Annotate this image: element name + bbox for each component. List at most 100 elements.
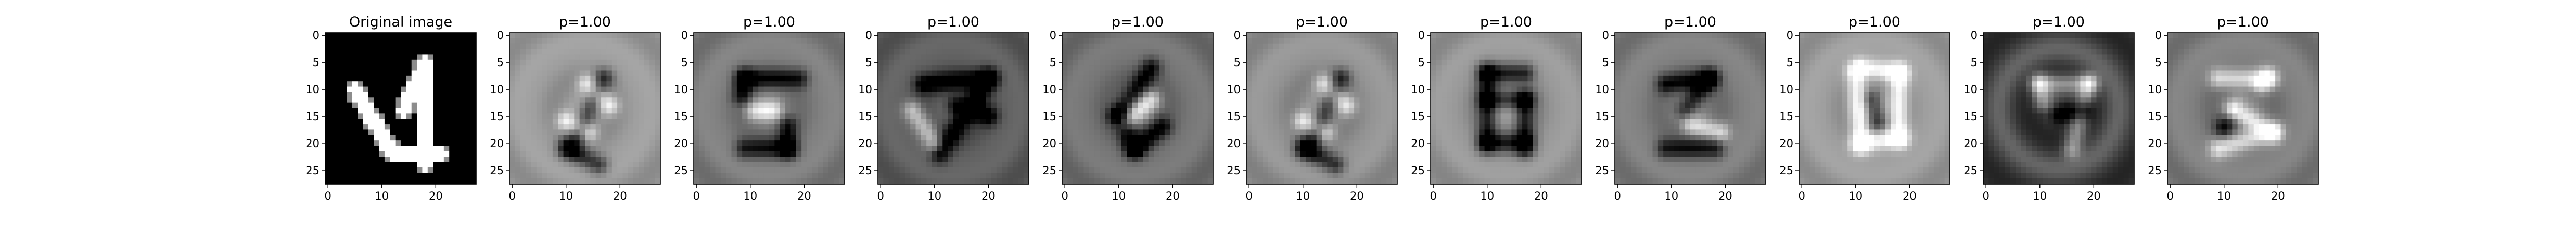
heatmap-cell (427, 92, 433, 98)
heatmap-cell (1083, 92, 1090, 98)
heatmap-cell (753, 81, 759, 87)
heatmap-cell (1138, 65, 1143, 71)
heatmap-cell (552, 178, 558, 184)
heatmap-cell (1560, 54, 1566, 60)
heatmap-cell (921, 140, 927, 146)
heatmap-cell (747, 43, 754, 49)
heatmap-cell (622, 75, 629, 82)
heatmap-cell (1343, 157, 1349, 162)
heatmap-cell (606, 102, 613, 109)
heatmap-cell (986, 178, 991, 184)
heatmap-cell (384, 38, 390, 44)
heatmap-cell (937, 129, 943, 136)
heatmap-cell (1332, 38, 1338, 44)
heatmap-cell (1062, 162, 1068, 168)
heatmap-cell (1002, 54, 1008, 60)
heatmap-cell (1279, 70, 1284, 76)
heatmap-cell (839, 135, 845, 141)
heatmap-cell (1343, 92, 1349, 98)
heatmap-cell (401, 81, 406, 87)
heatmap-cell (932, 81, 938, 87)
heatmap-cell (828, 178, 834, 184)
heatmap-cell (1332, 92, 1338, 98)
heatmap-cell (595, 129, 602, 136)
heatmap-cell (384, 92, 390, 98)
heatmap-cell (953, 92, 959, 98)
heatmap-cell (341, 97, 347, 103)
heatmap-cell (1311, 75, 1317, 82)
heatmap-cell (1257, 167, 1263, 173)
heatmap-cell (1094, 113, 1100, 120)
heatmap-cell (454, 59, 461, 66)
heatmap-cell (1332, 33, 1338, 38)
heatmap-cell (747, 97, 754, 103)
heatmap-cell (649, 38, 656, 44)
heatmap-cell (649, 65, 656, 71)
heatmap-cell (1295, 59, 1300, 66)
heatmap-cell (758, 59, 764, 66)
heatmap-cell (1105, 167, 1111, 173)
heatmap-cell (406, 135, 412, 141)
heatmap-cell (790, 54, 797, 60)
heatmap-cell (1207, 140, 1214, 146)
heatmap-cell (1538, 49, 1544, 55)
heatmap-cell (964, 102, 970, 109)
heatmap-cell (991, 146, 997, 152)
heatmap-cell (358, 43, 363, 49)
heatmap-cell (932, 146, 938, 152)
x-tick-label: 10 (1112, 190, 1126, 202)
heatmap-cell (585, 86, 591, 93)
heatmap-cell (552, 173, 558, 179)
heatmap-cell (509, 81, 515, 87)
heatmap-cell (1121, 43, 1127, 49)
heatmap-cell (937, 75, 943, 82)
heatmap-cell (839, 162, 845, 168)
heatmap-cell (427, 119, 433, 125)
heatmap-cell (910, 97, 916, 103)
heatmap-cell (1311, 97, 1317, 103)
heatmap-cell (406, 49, 412, 55)
heatmap-cell (1143, 173, 1149, 179)
heatmap-cell (368, 65, 374, 71)
heatmap-cell (427, 81, 433, 87)
heatmap-cell (1327, 157, 1333, 162)
heatmap-cell (1159, 162, 1165, 168)
heatmap-cell (774, 167, 781, 173)
heatmap-cell (352, 113, 358, 120)
heatmap-cell (731, 70, 737, 76)
heatmap-cell (406, 70, 412, 76)
heatmap-cell (1100, 43, 1106, 49)
heatmap-cell (1191, 33, 1197, 38)
heatmap-cell (438, 86, 444, 93)
heatmap-cell (574, 178, 580, 184)
heatmap-cell (1257, 151, 1263, 157)
heatmap-cell (1180, 70, 1187, 76)
heatmap-cell (411, 59, 417, 66)
heatmap-cell (1023, 92, 1029, 98)
heatmap-cell (1078, 129, 1084, 136)
heatmap-cell (1186, 173, 1192, 179)
heatmap-cell (1305, 129, 1311, 136)
heatmap-cell (536, 38, 542, 44)
heatmap-cell (1252, 129, 1258, 136)
heatmap-cell (1295, 97, 1300, 103)
heatmap-cell (883, 173, 889, 179)
heatmap-cell (731, 43, 737, 49)
heatmap-cell (731, 59, 737, 66)
heatmap-cell (1348, 119, 1355, 125)
heatmap-cell (839, 108, 845, 114)
heatmap-cell (406, 173, 412, 179)
heatmap-cell (552, 102, 558, 109)
heatmap-cell (1148, 38, 1154, 44)
heatmap-cell (1343, 146, 1349, 152)
heatmap-cell (1348, 81, 1355, 87)
heatmap-cell (449, 43, 455, 49)
heatmap-cell (1012, 108, 1018, 114)
heatmap-cell (996, 86, 1002, 93)
heatmap-cell (1252, 75, 1258, 82)
heatmap-cell (531, 65, 537, 71)
heatmap-cell (1116, 151, 1122, 157)
heatmap-cell (1067, 135, 1074, 141)
heatmap-cell (1279, 167, 1284, 173)
heatmap-cell (1392, 162, 1398, 168)
